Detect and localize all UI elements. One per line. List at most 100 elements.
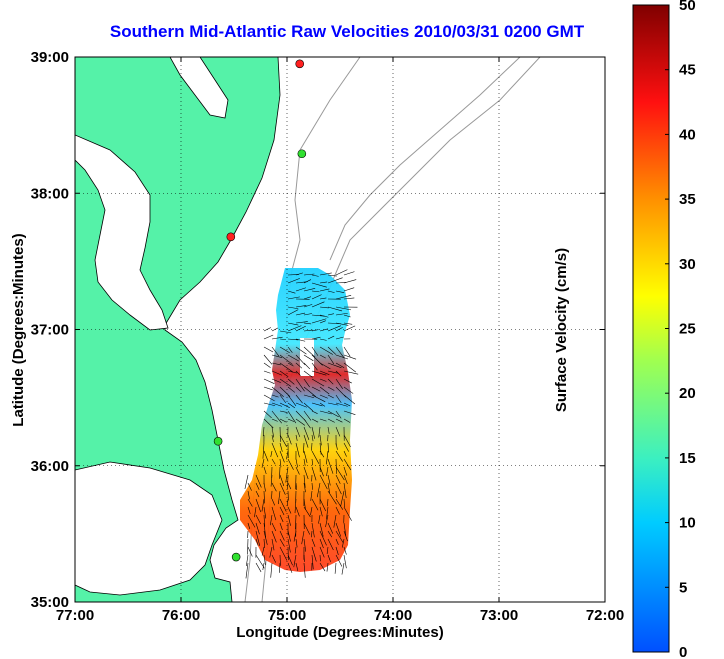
velocity-vector [303, 322, 312, 325]
velocity-vector [327, 290, 335, 293]
colorbar-tick-label: 35 [679, 191, 696, 208]
velocity-vector [319, 378, 327, 382]
velocity-vector [279, 434, 287, 447]
radar-station-marker [297, 149, 307, 159]
velocity-vector [343, 402, 351, 407]
velocity-vector [343, 554, 347, 569]
velocity-vector [303, 354, 314, 362]
velocity-vector [287, 554, 293, 566]
velocity-vector [247, 522, 251, 530]
velocity-vector [303, 402, 314, 412]
velocity-vector [319, 450, 325, 458]
velocity-vector [247, 506, 251, 514]
velocity-vector [262, 442, 265, 459]
velocity-vector [279, 370, 289, 377]
velocity-vector [335, 450, 343, 462]
velocity-vector [247, 498, 253, 507]
velocity-vector [311, 386, 321, 392]
velocity-vector [244, 474, 249, 490]
velocity-vector [263, 538, 265, 548]
velocity-vector [270, 562, 273, 578]
velocity-vector [303, 466, 309, 480]
velocity-vector [295, 506, 300, 517]
velocity-vector [319, 418, 327, 422]
velocity-vector [279, 418, 287, 423]
velocity-vector [303, 562, 306, 578]
velocity-vector [335, 394, 342, 404]
velocity-vector [303, 304, 313, 308]
velocity-vector [343, 386, 354, 394]
colorbar-tick-label: 50 [679, 0, 696, 14]
velocity-vector [327, 386, 335, 391]
velocity-vector [327, 274, 337, 277]
velocity-vector [319, 297, 327, 300]
velocity-vector [293, 554, 297, 568]
velocity-vector [327, 346, 337, 355]
velocity-vector [295, 272, 303, 276]
colorbar-tick-label: 20 [679, 385, 696, 402]
velocity-vector [319, 370, 330, 375]
velocity-vector [327, 313, 334, 316]
velocity-vector [319, 272, 332, 276]
velocity-vector [287, 410, 297, 424]
velocity-vector [294, 498, 297, 514]
x-axis-ticks: 77:00 76:00 75:00 74:00 73:00 72:00 [56, 57, 624, 624]
velocity-vector [326, 562, 329, 572]
velocity-vector [287, 482, 292, 490]
velocity-vector [327, 354, 335, 365]
velocity-vector [271, 354, 283, 358]
velocity-vector [303, 329, 313, 332]
velocity-vector [311, 554, 314, 570]
velocity-vector [319, 402, 326, 407]
velocity-vector [279, 378, 292, 387]
velocity-vector [319, 306, 329, 309]
velocity-vector [279, 562, 281, 573]
velocity-vector [293, 530, 297, 542]
velocity-vector [311, 402, 323, 407]
velocity-vector [255, 530, 261, 546]
velocity-vector [319, 410, 332, 415]
velocity-vector [343, 346, 351, 357]
velocity-vector [287, 346, 293, 353]
velocity-vector [287, 386, 296, 393]
velocity-vector [271, 530, 277, 543]
velocity-vector [285, 466, 289, 483]
velocity-vector [303, 418, 311, 429]
velocity-vector [327, 538, 334, 551]
velocity-vector [311, 290, 320, 293]
velocity-vector [287, 394, 297, 407]
velocity-vector [327, 418, 335, 423]
velocity-vector [343, 498, 345, 508]
velocity-vector [287, 506, 292, 514]
velocity-vector [318, 426, 321, 438]
velocity-vector [319, 506, 323, 517]
velocity-vector [311, 282, 327, 288]
velocity-vector [319, 498, 326, 512]
velocity-vector [343, 506, 352, 521]
velocity-vector [319, 554, 321, 562]
velocity-vector [287, 278, 300, 284]
velocity-vector [319, 386, 330, 395]
velocity-vector [263, 362, 271, 368]
velocity-vector [327, 474, 331, 486]
velocity-vector [279, 482, 286, 495]
colorbar-tick-label: 30 [679, 256, 696, 273]
velocity-vector [327, 482, 330, 493]
x-tick-label: 72:00 [586, 607, 624, 624]
velocity-vector [333, 514, 337, 528]
pamlico-sound [75, 461, 223, 596]
velocity-vector [287, 530, 291, 542]
velocity-vector [343, 442, 349, 452]
velocity-vector [319, 288, 330, 292]
velocity-vector [327, 490, 337, 505]
velocity-vector [287, 362, 294, 367]
velocity-vector [279, 466, 281, 479]
velocity-vector [311, 301, 325, 308]
velocity-vector [270, 474, 273, 487]
velocity-vector [311, 346, 319, 356]
velocity-vector [327, 277, 343, 284]
velocity-vector [335, 410, 342, 419]
x-tick-label: 77:00 [56, 607, 94, 624]
velocity-vector [343, 466, 348, 476]
velocity-vector [303, 346, 316, 358]
